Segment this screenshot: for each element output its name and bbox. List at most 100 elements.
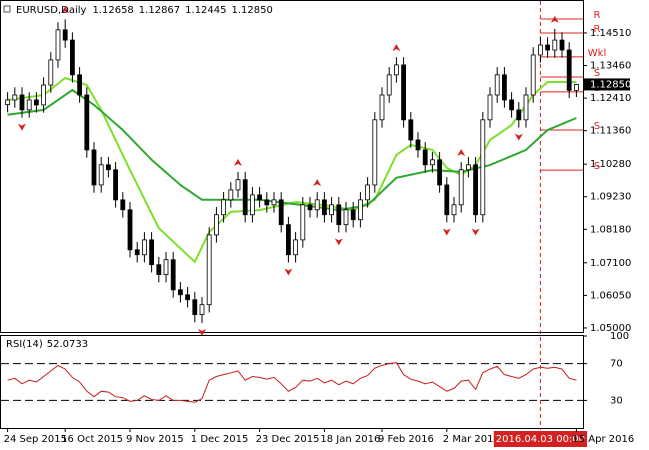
candle-body [12, 94, 18, 101]
level-label: S [594, 68, 600, 79]
x-tick-label: 1 Dec 2015 [191, 434, 249, 445]
candle-body [386, 74, 392, 96]
candle-body [307, 204, 313, 211]
header-icon [3, 5, 11, 13]
rsi-label: RSI(14) 52.0733 [6, 339, 88, 350]
y-tick-label: 1.10280 [590, 159, 631, 170]
candle-body [5, 99, 10, 106]
candle-body [494, 74, 500, 96]
main-frame [0, 0, 584, 333]
candle-body [545, 44, 550, 51]
candle-body [206, 234, 212, 306]
candle-body [422, 149, 428, 166]
candle-body [163, 259, 169, 276]
x-tick-label: 2016.04.03 00:00 [496, 434, 585, 445]
candle-body [199, 304, 205, 316]
fractal-up [550, 15, 559, 23]
rsi-tick-label: 100 [610, 331, 629, 342]
candle-body [401, 64, 407, 121]
fractal-down [334, 238, 343, 246]
y-tick-label: 1.07100 [590, 258, 631, 269]
candle-body [429, 159, 435, 166]
candle-body [415, 139, 421, 151]
level-label: S [594, 121, 600, 132]
candle-body [314, 199, 320, 211]
fractal-down [514, 133, 523, 141]
candle-body [458, 169, 464, 206]
candle-body [538, 44, 543, 56]
candle-body [141, 239, 147, 256]
candle-body [127, 209, 133, 251]
candle-body [26, 99, 32, 111]
candle-body [293, 239, 299, 256]
level-label: Wkl [588, 48, 606, 59]
plot: 1.14510 1.13460 1.12410 1.11360 1.10280 1.092… [1, 1, 634, 447]
quote-open: 1.12658 [92, 5, 133, 16]
candle-body [192, 299, 198, 316]
fractal-down [18, 123, 26, 131]
candle-body [149, 239, 155, 266]
fractal-up [61, 6, 70, 14]
quote-close: 1.12850 [232, 5, 273, 16]
candle-body [41, 84, 46, 106]
candle-body [170, 259, 176, 291]
candle-body [379, 94, 385, 121]
candle-body [393, 64, 399, 76]
candle-body [106, 164, 111, 171]
y-tick-label: 1.11360 [590, 126, 631, 137]
candle-body [278, 199, 284, 226]
fractal-up [234, 158, 242, 166]
candle-body [120, 199, 126, 211]
candle-body [350, 209, 356, 221]
level-label: S [594, 161, 600, 172]
current-price-label: 1.12850 [590, 79, 631, 90]
candle-body [574, 84, 579, 91]
candle-body [559, 39, 565, 51]
candle-body [473, 164, 479, 216]
x-tick-label: 2 Mar 2016 [443, 434, 500, 445]
candle-body [372, 119, 378, 186]
candle-body [62, 29, 68, 41]
candle-body [185, 294, 191, 301]
candle-body [77, 74, 82, 96]
symbol: EURUSD,Daily [16, 5, 87, 16]
candle-body [257, 194, 263, 201]
candle-body [552, 39, 558, 51]
candle-body [408, 119, 414, 141]
candle-body [48, 59, 54, 86]
candle-body [509, 99, 515, 111]
candle-body [84, 94, 90, 151]
rsi-tick-label: 30 [610, 395, 623, 406]
candle-body [249, 194, 255, 216]
candle-body [357, 199, 363, 221]
x-tick-label: 16 Oct 2015 [61, 434, 123, 445]
candle-body [465, 164, 471, 171]
candle-body [566, 49, 572, 91]
quote-high: 1.12867 [139, 5, 180, 16]
candle-body [113, 169, 118, 201]
candle-body [523, 94, 529, 121]
y-tick-label: 1.08180 [590, 224, 631, 235]
y-tick-label: 1.09230 [590, 192, 631, 203]
fractal-down [284, 268, 293, 276]
candle-body [285, 224, 291, 256]
level-label: R [594, 24, 601, 35]
candle-body [271, 199, 277, 206]
candle-body [451, 204, 457, 216]
candle-body [228, 189, 234, 201]
candle-body [156, 264, 162, 276]
rsi-tick-label: 70 [610, 359, 623, 370]
fractal-down [471, 228, 480, 236]
y-tick-label: 1.12410 [590, 93, 631, 104]
candle-body [134, 249, 140, 256]
x-tick-label: 9 Nov 2015 [126, 434, 184, 445]
fractal-down [198, 329, 206, 337]
level-label: R [594, 10, 601, 21]
candle-body [343, 209, 349, 226]
candle-body [321, 199, 327, 216]
candle-body [70, 39, 75, 76]
rsi-name: RSI(14) [6, 339, 43, 350]
candle-body [264, 199, 270, 206]
